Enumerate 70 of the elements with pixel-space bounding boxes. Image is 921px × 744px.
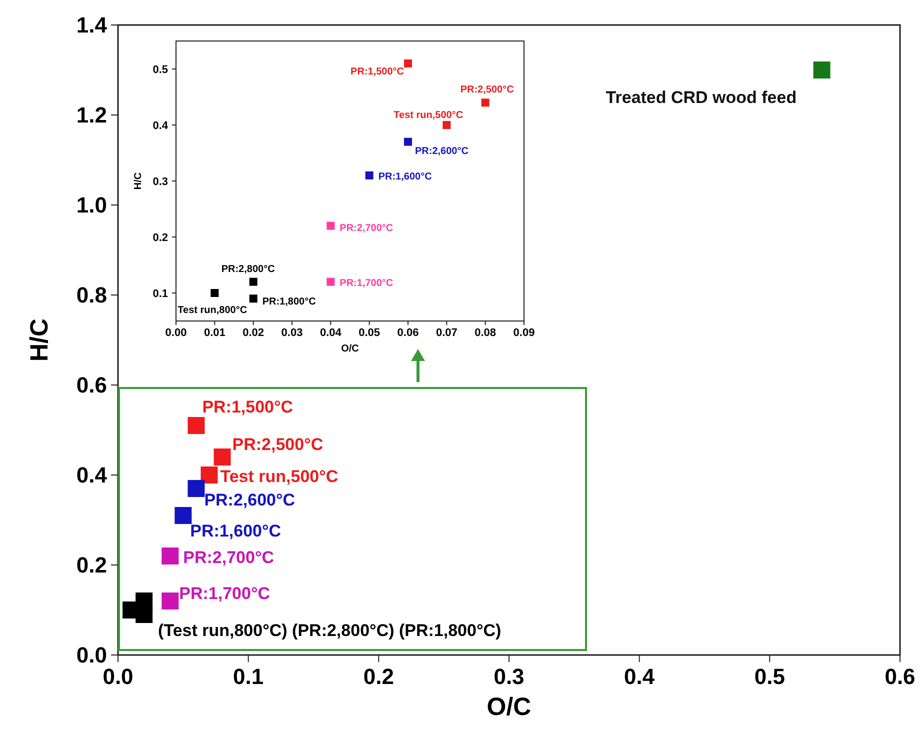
annotation: PR:2,800°C xyxy=(221,264,275,275)
annotation: PR:1,500°C xyxy=(350,66,404,78)
point xyxy=(200,466,218,484)
x-tick-label: 0.02 xyxy=(242,327,264,339)
point xyxy=(365,171,374,180)
x-tick-label: 0.2 xyxy=(363,664,394,689)
point xyxy=(162,548,179,564)
x-axis-title: O/C xyxy=(486,692,532,721)
annotation: PR:2,700°C xyxy=(340,222,394,234)
x-tick-label: 0.3 xyxy=(494,664,524,689)
point xyxy=(481,98,490,107)
annotation: PR:1,500°C xyxy=(202,398,294,416)
point xyxy=(174,507,192,524)
x-tick-label: 0.4 xyxy=(624,664,656,689)
y-tick-label: 1.2 xyxy=(76,102,107,128)
point xyxy=(326,222,335,230)
x-tick-label: 0.04 xyxy=(320,327,342,339)
annotation: PR:2,600°C xyxy=(204,490,296,510)
point xyxy=(404,138,412,146)
x-tick-label: 0.6 xyxy=(884,664,916,689)
point xyxy=(326,278,335,286)
annotation: PR:1,700°C xyxy=(179,584,270,603)
point xyxy=(813,62,830,78)
annotation: PR:2,500°C xyxy=(460,84,514,96)
annotation: PR:1,800°C xyxy=(262,296,316,308)
point xyxy=(136,606,153,623)
y-tick-label: 0.6 xyxy=(76,372,107,398)
annotation: PR:1,700°C xyxy=(340,278,394,289)
y-tick-label: 0.2 xyxy=(76,552,107,578)
annotation: PR:1,600°C xyxy=(190,522,282,540)
y-tick-label: 0.4 xyxy=(152,120,169,132)
x-tick-label: 0.09 xyxy=(513,327,535,339)
x-axis-title: O/C xyxy=(341,343,359,354)
y-tick-label: 0.3 xyxy=(152,176,168,188)
y-tick-label: 1.0 xyxy=(76,192,107,218)
x-tick-label: 0.07 xyxy=(436,327,458,339)
y-tick-label: 0.2 xyxy=(152,232,168,244)
annotation: PR:2,700°C xyxy=(183,548,274,567)
x-tick-label: 0.06 xyxy=(397,327,419,339)
x-tick-label: 0.01 xyxy=(204,327,226,339)
annotation: Test run,500°C xyxy=(394,110,464,121)
point xyxy=(214,448,231,466)
x-tick-label: 0.00 xyxy=(165,327,187,339)
point xyxy=(210,289,219,297)
annotation: Test run,800°C xyxy=(178,305,248,316)
y-tick-label: 0.8 xyxy=(76,282,107,308)
y-tick-label: 1.4 xyxy=(76,12,108,38)
x-tick-label: 0.08 xyxy=(474,327,496,339)
point xyxy=(162,592,179,610)
point xyxy=(188,417,205,434)
annotation: PR:2,500°C xyxy=(232,435,324,454)
annotation: (Test run,800°C) (PR:2,800°C) (PR:1,800°C) xyxy=(158,621,502,640)
annotation: Test run,500°C xyxy=(220,467,338,486)
y-axis-title: H/C xyxy=(132,172,144,190)
point xyxy=(188,480,205,497)
y-axis-title: H/C xyxy=(26,318,54,362)
annotation: PR:2,600°C xyxy=(415,146,468,157)
annotation: PR:1,600°C xyxy=(378,171,432,182)
x-tick-label: 0.03 xyxy=(281,327,303,339)
x-tick-label: 0.1 xyxy=(233,664,264,689)
y-tick-label: 0.4 xyxy=(76,462,108,488)
x-tick-label: 0.05 xyxy=(358,327,380,339)
point xyxy=(249,278,258,286)
y-tick-label: 0.1 xyxy=(152,288,168,300)
point xyxy=(404,59,412,68)
x-tick-label: 0.5 xyxy=(754,664,785,689)
point xyxy=(442,121,451,129)
annotation: Treated CRD wood feed xyxy=(606,88,797,107)
y-tick-label: 0.5 xyxy=(152,64,168,76)
point xyxy=(249,294,258,303)
